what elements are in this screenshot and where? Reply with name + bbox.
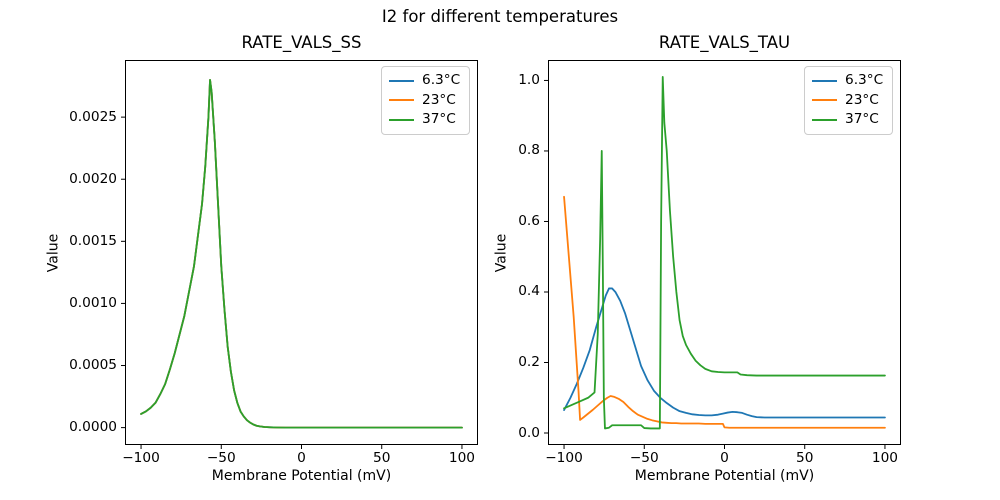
- legend-item: 23°C: [389, 91, 462, 111]
- legend-label: 23°C: [845, 91, 879, 108]
- y-axis-label: Value: [493, 233, 510, 272]
- legend-item: 23°C: [812, 91, 885, 111]
- plot-area: [544, 60, 901, 449]
- y-tick-label: 0.0010: [69, 294, 117, 311]
- x-tick-label: −100: [122, 450, 160, 466]
- plot-area: [121, 60, 478, 449]
- y-tick-label: 0.4: [518, 283, 540, 300]
- legend-item: 37°C: [389, 110, 462, 130]
- y-tick-label: 0.2: [518, 354, 540, 370]
- x-tick-label: 100: [871, 450, 899, 466]
- y-tick-label: 0.0005: [69, 357, 117, 374]
- y-tick-label: 0.6: [518, 212, 540, 229]
- y-tick-label: 0.0015: [69, 232, 117, 249]
- legend-line-sample: [389, 118, 414, 121]
- x-tick-label: 50: [373, 450, 391, 466]
- axes-title: RATE_VALS_SS: [241, 33, 362, 52]
- x-axis-label: Membrane Potential (mV): [634, 468, 815, 484]
- y-tick-label: 0.0020: [69, 170, 117, 187]
- series-line-37°C: [140, 78, 463, 429]
- x-tick-label: 50: [796, 450, 814, 466]
- series-line-23°C: [563, 195, 886, 429]
- legend-line-sample: [389, 99, 414, 102]
- y-tick-label: 1.0: [518, 71, 540, 88]
- legend-line-sample: [812, 99, 837, 102]
- legend-label: 6.3°C: [845, 72, 884, 89]
- x-tick-label: −50: [206, 450, 236, 466]
- figure-suptitle: I2 for different temperatures: [381, 7, 619, 26]
- x-axis-label: Membrane Potential (mV): [211, 468, 392, 484]
- legend-item: 6.3°C: [812, 71, 885, 91]
- legend-line-sample: [389, 79, 414, 82]
- legend-item: 6.3°C: [389, 71, 462, 91]
- legend-item: 37°C: [812, 110, 885, 130]
- y-axis-label: Value: [45, 233, 62, 272]
- legend-label: 23°C: [422, 91, 456, 108]
- y-tick-label: 0.8: [518, 142, 540, 159]
- legend-label: 37°C: [845, 111, 879, 128]
- x-tick-label: −100: [545, 450, 583, 466]
- legend-line-sample: [812, 79, 837, 82]
- legend-label: 37°C: [422, 111, 456, 128]
- axes-title: RATE_VALS_TAU: [658, 33, 791, 52]
- x-tick-label: 0: [297, 450, 306, 466]
- legend-label: 6.3°C: [422, 72, 461, 89]
- axes-spines: [548, 60, 901, 445]
- y-tick-label: 0.0000: [69, 419, 117, 436]
- legend-line-sample: [812, 118, 837, 121]
- y-tick-label: 0.0025: [69, 108, 117, 125]
- series-line-37°C: [563, 76, 886, 430]
- x-tick-label: 100: [448, 450, 476, 466]
- x-tick-label: 0: [720, 450, 729, 466]
- x-tick-label: −50: [629, 450, 659, 466]
- legend: 6.3°C 23°C 37°C: [804, 66, 893, 135]
- legend: 6.3°C 23°C 37°C: [381, 66, 470, 135]
- series-line-6.3°C: [563, 287, 886, 419]
- y-tick-label: 0.0: [518, 424, 540, 441]
- axes-spines: [125, 60, 478, 445]
